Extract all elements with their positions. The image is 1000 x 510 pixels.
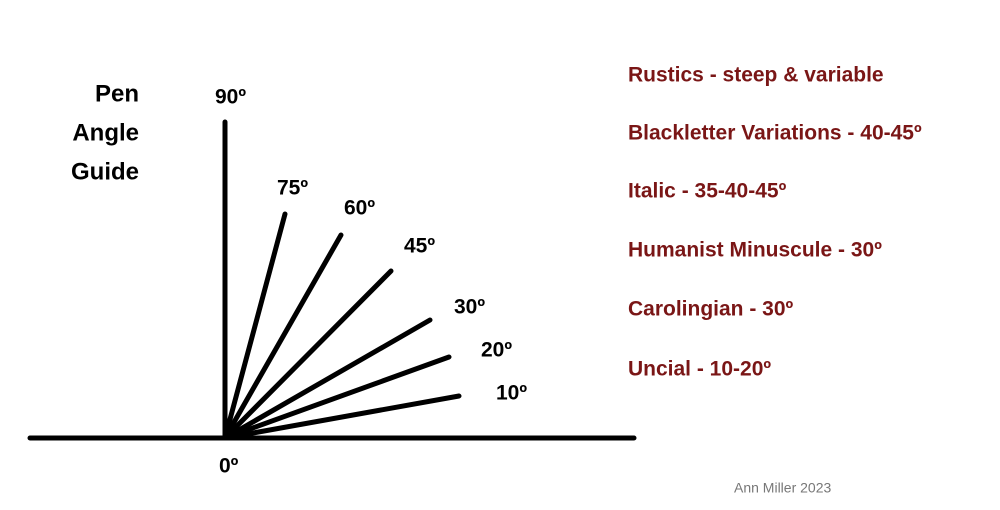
angle-line bbox=[222, 232, 344, 441]
angle-line bbox=[222, 268, 394, 441]
style-item: Rustics - steep & variable bbox=[628, 64, 884, 87]
angle-label: 60º bbox=[344, 197, 375, 220]
angle-label: 20º bbox=[481, 339, 512, 362]
angle-label: 10º bbox=[496, 382, 527, 405]
angle-line bbox=[222, 354, 452, 441]
style-item: Blackletter Variations - 40-45º bbox=[628, 122, 922, 145]
title: Pen Angle Guide bbox=[71, 80, 139, 185]
title-line: Angle bbox=[72, 119, 139, 146]
credit: Ann Miller 2023 bbox=[734, 480, 831, 496]
style-item: Carolingian - 30º bbox=[628, 298, 794, 321]
angle-lines bbox=[27, 119, 637, 441]
title-line: Pen bbox=[95, 80, 139, 107]
angle-line bbox=[222, 317, 433, 441]
angle-label: 90º bbox=[215, 86, 246, 109]
style-list: Rustics - steep & variable Blackletter V… bbox=[628, 64, 922, 381]
style-item: Uncial - 10-20º bbox=[628, 358, 771, 381]
style-item: Italic - 35-40-45º bbox=[628, 180, 787, 203]
angle-label: 75º bbox=[277, 177, 308, 200]
angle-line bbox=[222, 393, 462, 441]
angle-labels: 90º 75º 60º 45º 30º 20º 10º 0º bbox=[215, 86, 527, 478]
angle-label: 0º bbox=[219, 455, 239, 478]
angle-label: 45º bbox=[404, 235, 435, 258]
angle-line bbox=[222, 211, 288, 441]
angle-label: 30º bbox=[454, 296, 485, 319]
style-item: Humanist Minuscule - 30º bbox=[628, 239, 882, 262]
title-line: Guide bbox=[71, 158, 139, 185]
